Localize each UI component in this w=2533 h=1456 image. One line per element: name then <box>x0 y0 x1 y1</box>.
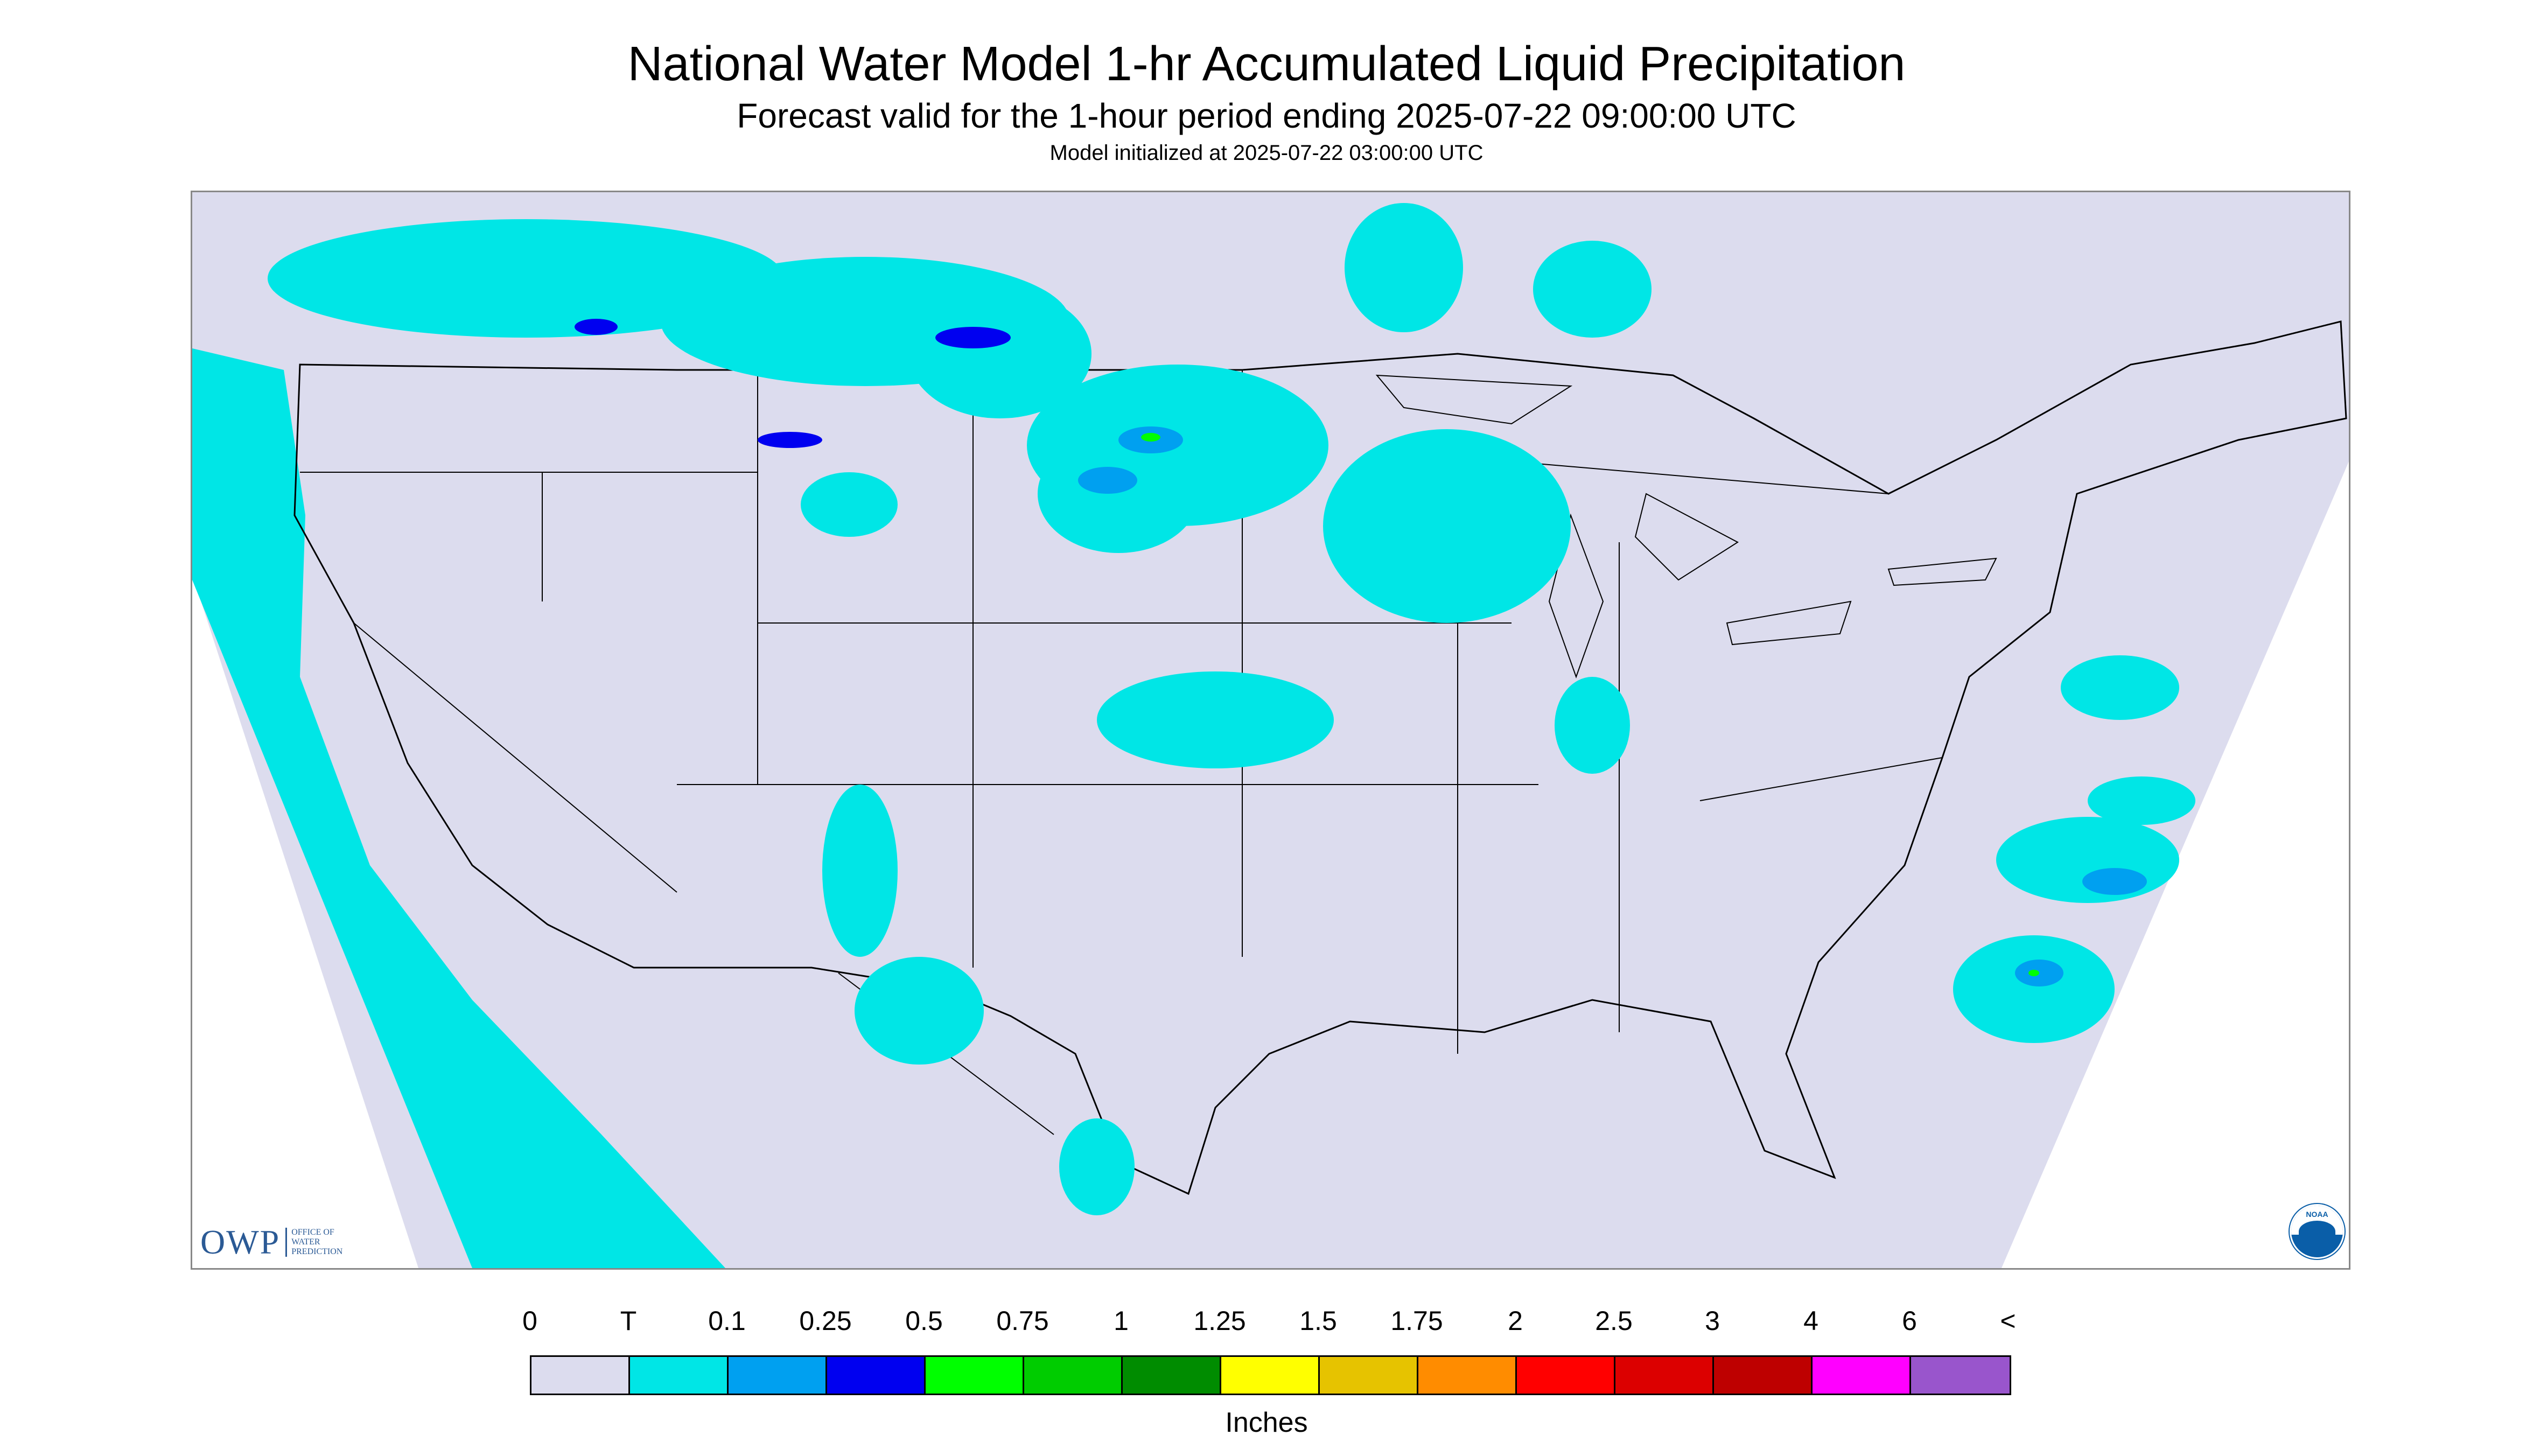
map-title: National Water Model 1-hr Accumulated Li… <box>627 37 1906 91</box>
legend-swatch <box>1813 1357 1911 1394</box>
legend-swatch <box>926 1357 1024 1394</box>
legend-label: 0.25 <box>799 1306 852 1336</box>
legend-label: 2 <box>1508 1306 1523 1336</box>
legend-label: 2.5 <box>1595 1306 1633 1336</box>
legend-swatch <box>1517 1357 1615 1394</box>
legend-swatch <box>1418 1357 1517 1394</box>
conus-outline <box>293 320 2347 1195</box>
owp-logo-mark: OWP <box>200 1223 281 1261</box>
forecast-subtitle: Forecast valid for the 1-hour period end… <box>737 96 1796 135</box>
model-init-text: Model initialized at 2025-07-22 03:00:00… <box>1049 141 1484 165</box>
legend-swatch <box>1123 1357 1221 1394</box>
legend-swatch <box>630 1357 729 1394</box>
projection-edge-left <box>192 575 418 1268</box>
legend-label: 1 <box>1114 1306 1129 1336</box>
legend-color-bar <box>530 1355 2011 1395</box>
great-lakes <box>1375 374 1997 678</box>
legend-label: 1.75 <box>1390 1306 1443 1336</box>
noaa-logo: NOAA <box>2290 1204 2345 1259</box>
legend-swatch <box>1911 1357 2010 1394</box>
pacific-precip-area <box>192 348 725 1268</box>
legend-swatch <box>1615 1357 1714 1394</box>
legend-swatch <box>1320 1357 1418 1394</box>
precipitation-map <box>191 191 2350 1270</box>
legend-swatch <box>729 1357 827 1394</box>
noaa-logo-text: NOAA <box>2306 1210 2328 1219</box>
legend-label: 1.25 <box>1193 1306 1246 1336</box>
state-boundaries <box>300 370 1943 1135</box>
legend-label: 1.5 <box>1299 1306 1337 1336</box>
owp-logo-text: OFFICE OF WATER PREDICTION <box>285 1228 342 1257</box>
legend-swatch <box>1221 1357 1320 1394</box>
trace-precip-areas <box>268 203 2195 1215</box>
legend-label: 0.75 <box>996 1306 1049 1336</box>
legend-swatch <box>531 1357 630 1394</box>
legend-label: 3 <box>1705 1306 1720 1336</box>
legend-label: 4 <box>1803 1306 1818 1336</box>
owp-logo: OWP OFFICE OF WATER PREDICTION <box>200 1222 342 1262</box>
heavier-precip-cores <box>575 319 2147 986</box>
legend-label: 0.5 <box>905 1306 943 1336</box>
legend-label: < <box>2000 1306 2016 1336</box>
legend-swatch <box>1024 1357 1123 1394</box>
legend-label: 0.1 <box>708 1306 746 1336</box>
legend-label: 0 <box>522 1306 537 1336</box>
legend-units: Inches <box>1225 1407 1308 1438</box>
legend-label: 6 <box>1902 1306 1917 1336</box>
legend-label: T <box>620 1306 637 1336</box>
legend-swatch <box>1714 1357 1813 1394</box>
legend-swatch <box>827 1357 926 1394</box>
